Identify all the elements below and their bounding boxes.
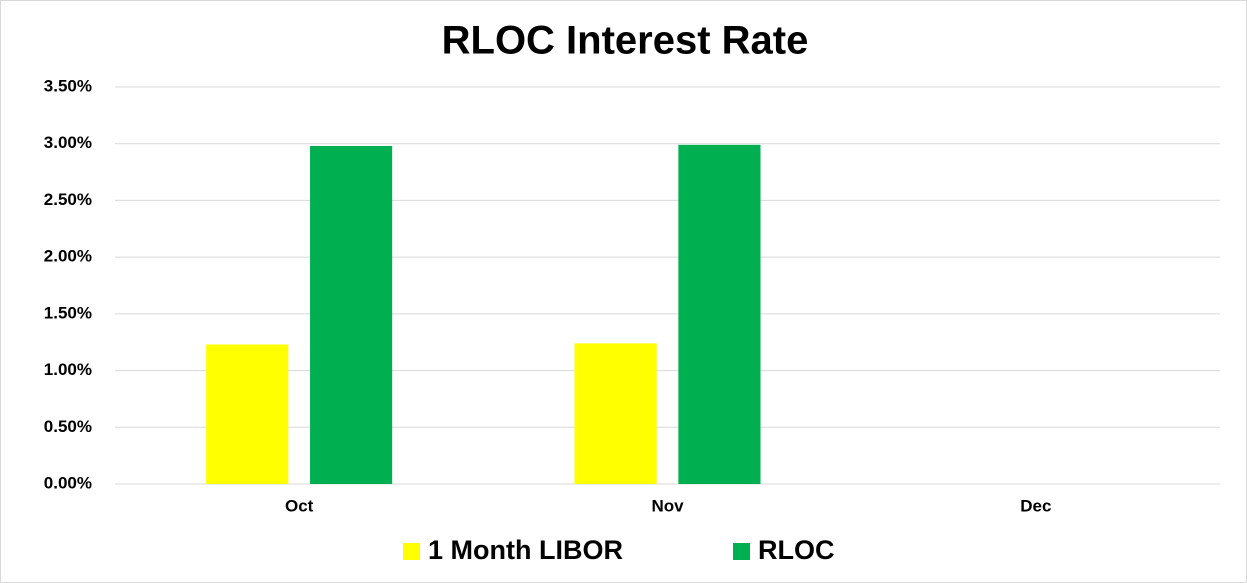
y-tick-label: 2.00%: [44, 247, 92, 266]
y-tick-label: 3.50%: [44, 76, 92, 95]
y-tick-label: 1.00%: [44, 360, 92, 379]
legend-swatch: [733, 543, 750, 560]
y-tick-label: 3.00%: [44, 133, 92, 152]
y-tick-label: 0.50%: [44, 417, 92, 436]
bar: [310, 145, 393, 485]
bar: [206, 344, 289, 484]
y-tick-label: 2.50%: [44, 190, 92, 209]
x-tick-label: Nov: [651, 496, 684, 515]
y-tick-label: 0.00%: [44, 473, 92, 492]
chart-title: RLOC Interest Rate: [442, 19, 809, 63]
legend-label: 1 Month LIBOR: [428, 535, 623, 565]
bar: [678, 144, 761, 484]
x-tick-label: Dec: [1020, 496, 1051, 515]
x-tick-label: Oct: [285, 496, 314, 515]
legend-swatch: [403, 543, 420, 560]
bar: [574, 343, 657, 484]
y-tick-label: 1.50%: [44, 303, 92, 322]
legend-label: RLOC: [758, 535, 835, 565]
